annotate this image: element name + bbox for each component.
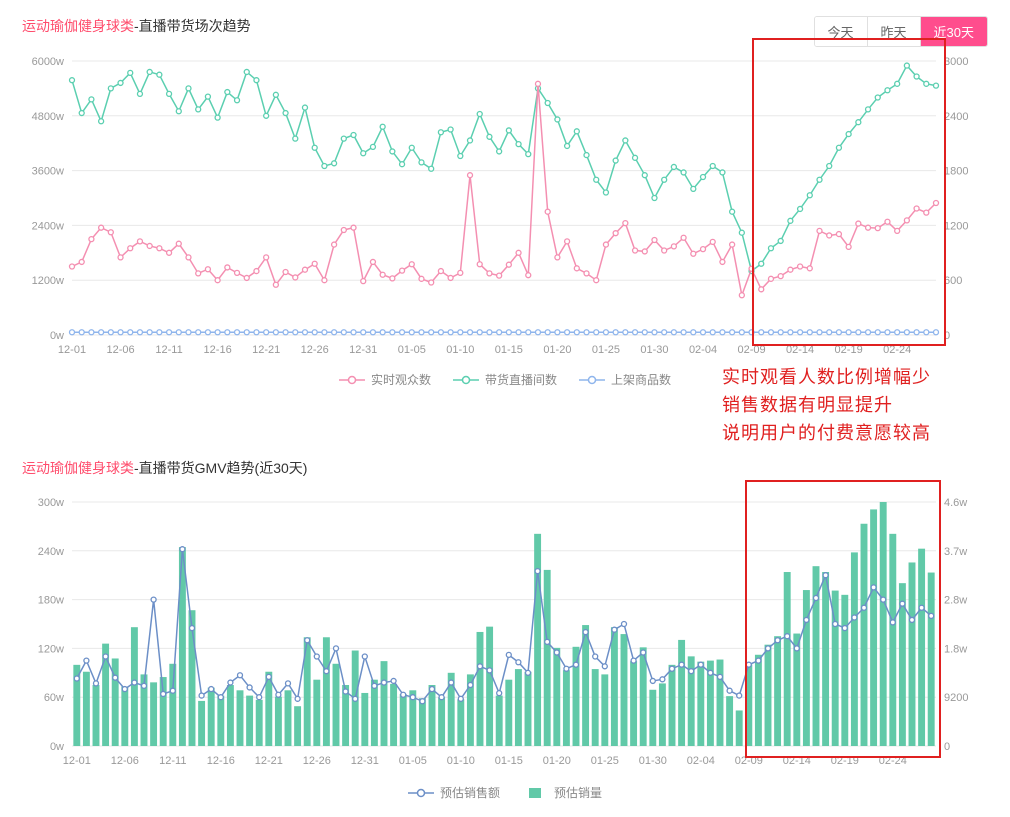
svg-text:02-09: 02-09 bbox=[735, 755, 763, 767]
legend-line[interactable]: 预估销售额 bbox=[408, 784, 500, 801]
chart2-legend: 预估销售额 预估销量 bbox=[22, 784, 988, 801]
tab-yesterday[interactable]: 昨天 bbox=[868, 17, 921, 46]
chart1-subtitle: -直播带货场次趋势 bbox=[134, 18, 251, 34]
svg-text:12-21: 12-21 bbox=[255, 755, 283, 767]
svg-text:02-24: 02-24 bbox=[883, 344, 911, 356]
legend-green[interactable]: 带货直播间数 bbox=[453, 371, 557, 388]
svg-text:12-06: 12-06 bbox=[106, 344, 134, 356]
chart1-panel: 运动瑜伽健身球类-直播带货场次趋势 今天 昨天 近30天 0w 1200w 2400… bbox=[22, 16, 988, 388]
legend-blue[interactable]: 上架商品数 bbox=[579, 371, 671, 388]
legend-bar[interactable]: 预估销量 bbox=[522, 784, 602, 801]
svg-text:02-14: 02-14 bbox=[783, 755, 811, 767]
svg-text:02-14: 02-14 bbox=[786, 344, 814, 356]
svg-text:1200w: 1200w bbox=[32, 275, 64, 287]
svg-text:1200: 1200 bbox=[944, 220, 968, 232]
svg-text:0: 0 bbox=[944, 330, 950, 342]
svg-text:12-26: 12-26 bbox=[303, 755, 331, 767]
svg-text:01-20: 01-20 bbox=[543, 344, 571, 356]
tab-30days[interactable]: 近30天 bbox=[921, 17, 987, 46]
svg-text:01-20: 01-20 bbox=[543, 755, 571, 767]
chart1-title: 运动瑜伽健身球类-直播带货场次趋势 bbox=[22, 16, 251, 36]
svg-text:12-16: 12-16 bbox=[204, 344, 232, 356]
svg-text:0: 0 bbox=[944, 741, 950, 753]
svg-text:2.8w: 2.8w bbox=[944, 595, 967, 607]
svg-text:4.6w: 4.6w bbox=[944, 497, 967, 509]
svg-text:12-26: 12-26 bbox=[301, 344, 329, 356]
svg-text:0w: 0w bbox=[50, 741, 64, 753]
svg-text:12-11: 12-11 bbox=[155, 344, 182, 356]
chart2-svg: 0w 60w 120w 180w 240w 300w 0 9200 1.8w 2.8w 3.7w 4.… bbox=[22, 490, 986, 780]
svg-text:12-31: 12-31 bbox=[351, 755, 379, 767]
svg-text:4800w: 4800w bbox=[32, 111, 64, 123]
svg-text:02-19: 02-19 bbox=[831, 755, 859, 767]
svg-text:12-01: 12-01 bbox=[58, 344, 86, 356]
chart2-subtitle: -直播带货GMV趋势(近30天) bbox=[134, 460, 307, 476]
svg-text:12-01: 12-01 bbox=[63, 755, 91, 767]
svg-text:01-10: 01-10 bbox=[447, 755, 475, 767]
svg-text:01-05: 01-05 bbox=[399, 755, 427, 767]
chart1-header: 运动瑜伽健身球类-直播带货场次趋势 今天 昨天 近30天 bbox=[22, 16, 988, 47]
svg-text:01-25: 01-25 bbox=[592, 344, 620, 356]
svg-text:180w: 180w bbox=[38, 595, 64, 607]
svg-text:01-30: 01-30 bbox=[639, 755, 667, 767]
svg-text:120w: 120w bbox=[38, 643, 64, 655]
svg-text:60w: 60w bbox=[44, 692, 64, 704]
svg-text:1.8w: 1.8w bbox=[944, 643, 967, 655]
chart1-svg: 0w 1200w 2400w 3600w 4800w 6000w 0 600 1200 1800 2… bbox=[22, 51, 986, 367]
tab-today[interactable]: 今天 bbox=[815, 17, 868, 46]
svg-text:12-11: 12-11 bbox=[159, 755, 186, 767]
chart2-category: 运动瑜伽健身球类 bbox=[22, 460, 134, 476]
svg-text:300w: 300w bbox=[38, 497, 64, 509]
chart1-annotation: 实时观看人数比例增幅少销售数据有明显提升说明用户的付费意愿较高 bbox=[722, 364, 931, 448]
svg-text:01-25: 01-25 bbox=[591, 755, 619, 767]
svg-text:01-05: 01-05 bbox=[398, 344, 426, 356]
chart2-panel: 运动瑜伽健身球类-直播带货GMV趋势(近30天) 0w 60w 120w 180w 24… bbox=[22, 458, 988, 801]
legend-pink[interactable]: 实时观众数 bbox=[339, 371, 431, 388]
svg-text:12-21: 12-21 bbox=[252, 344, 280, 356]
svg-text:02-24: 02-24 bbox=[879, 755, 907, 767]
svg-text:02-09: 02-09 bbox=[737, 344, 765, 356]
svg-text:12-06: 12-06 bbox=[111, 755, 139, 767]
svg-text:02-04: 02-04 bbox=[687, 755, 715, 767]
chart2-title: 运动瑜伽健身球类-直播带货GMV趋势(近30天) bbox=[22, 458, 988, 478]
svg-text:01-10: 01-10 bbox=[446, 344, 474, 356]
svg-text:0w: 0w bbox=[50, 330, 64, 342]
svg-text:600: 600 bbox=[944, 275, 962, 287]
svg-text:12-31: 12-31 bbox=[349, 344, 377, 356]
svg-text:6000w: 6000w bbox=[32, 56, 64, 68]
svg-text:3600w: 3600w bbox=[32, 166, 64, 178]
svg-text:9200: 9200 bbox=[944, 692, 968, 704]
svg-text:240w: 240w bbox=[38, 546, 64, 558]
chart1-category: 运动瑜伽健身球类 bbox=[22, 18, 134, 34]
svg-text:02-04: 02-04 bbox=[689, 344, 717, 356]
svg-text:01-15: 01-15 bbox=[495, 755, 523, 767]
svg-text:2400w: 2400w bbox=[32, 220, 64, 232]
svg-text:3.7w: 3.7w bbox=[944, 546, 967, 558]
svg-text:01-15: 01-15 bbox=[495, 344, 523, 356]
svg-text:1800: 1800 bbox=[944, 166, 968, 178]
svg-text:3000: 3000 bbox=[944, 56, 968, 68]
date-tabs: 今天 昨天 近30天 bbox=[814, 16, 989, 47]
svg-text:2400: 2400 bbox=[944, 111, 968, 123]
svg-text:12-16: 12-16 bbox=[207, 755, 235, 767]
svg-text:01-30: 01-30 bbox=[640, 344, 668, 356]
svg-text:02-19: 02-19 bbox=[835, 344, 863, 356]
